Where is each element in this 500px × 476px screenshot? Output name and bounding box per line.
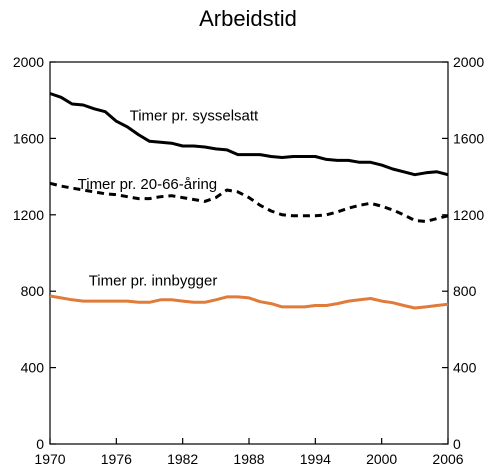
x-tick-label: 1976 xyxy=(101,451,132,467)
y-tick-label-right: 0 xyxy=(453,436,461,452)
y-tick-label-left: 1200 xyxy=(13,207,44,223)
x-tick-label: 2006 xyxy=(432,451,463,467)
series-line-1 xyxy=(49,92,449,177)
series-label-1: Timer pr. sysselsatt xyxy=(130,107,259,124)
y-tick-label-right: 1200 xyxy=(453,207,484,223)
series-line-2 xyxy=(49,181,449,223)
series-label-3: Timer pr. innbygger xyxy=(89,272,218,289)
y-tick-label-right: 400 xyxy=(453,360,477,376)
y-tick-label-left: 400 xyxy=(21,360,45,376)
y-tick-label-left: 2000 xyxy=(13,54,44,70)
x-tick-label: 1994 xyxy=(300,451,331,467)
y-tick-label-right: 800 xyxy=(453,283,477,299)
chart-title: Arbeidstid xyxy=(199,6,297,31)
y-tick-label-left: 1600 xyxy=(13,130,44,146)
x-tick-label: 1970 xyxy=(34,451,65,467)
x-tick-label: 1982 xyxy=(167,451,198,467)
series-annotations: Timer pr. sysselsatt Timer pr. 20-66-årin… xyxy=(78,107,259,289)
x-tick-label: 1988 xyxy=(233,451,264,467)
series-lines xyxy=(49,92,449,310)
x-tick-label: 2000 xyxy=(366,451,397,467)
series-line-3 xyxy=(49,294,449,310)
y-tick-label-right: 1600 xyxy=(453,130,484,146)
series-label-2: Timer pr. 20-66-åring xyxy=(78,176,218,193)
axis-ticks: 0 0 400 400 800 800 1200 1200 1600 1600 2000 2000 19… xyxy=(13,54,485,467)
y-tick-label-left: 0 xyxy=(36,436,44,452)
y-tick-label-left: 800 xyxy=(21,283,45,299)
y-tick-label-right: 2000 xyxy=(453,54,484,70)
